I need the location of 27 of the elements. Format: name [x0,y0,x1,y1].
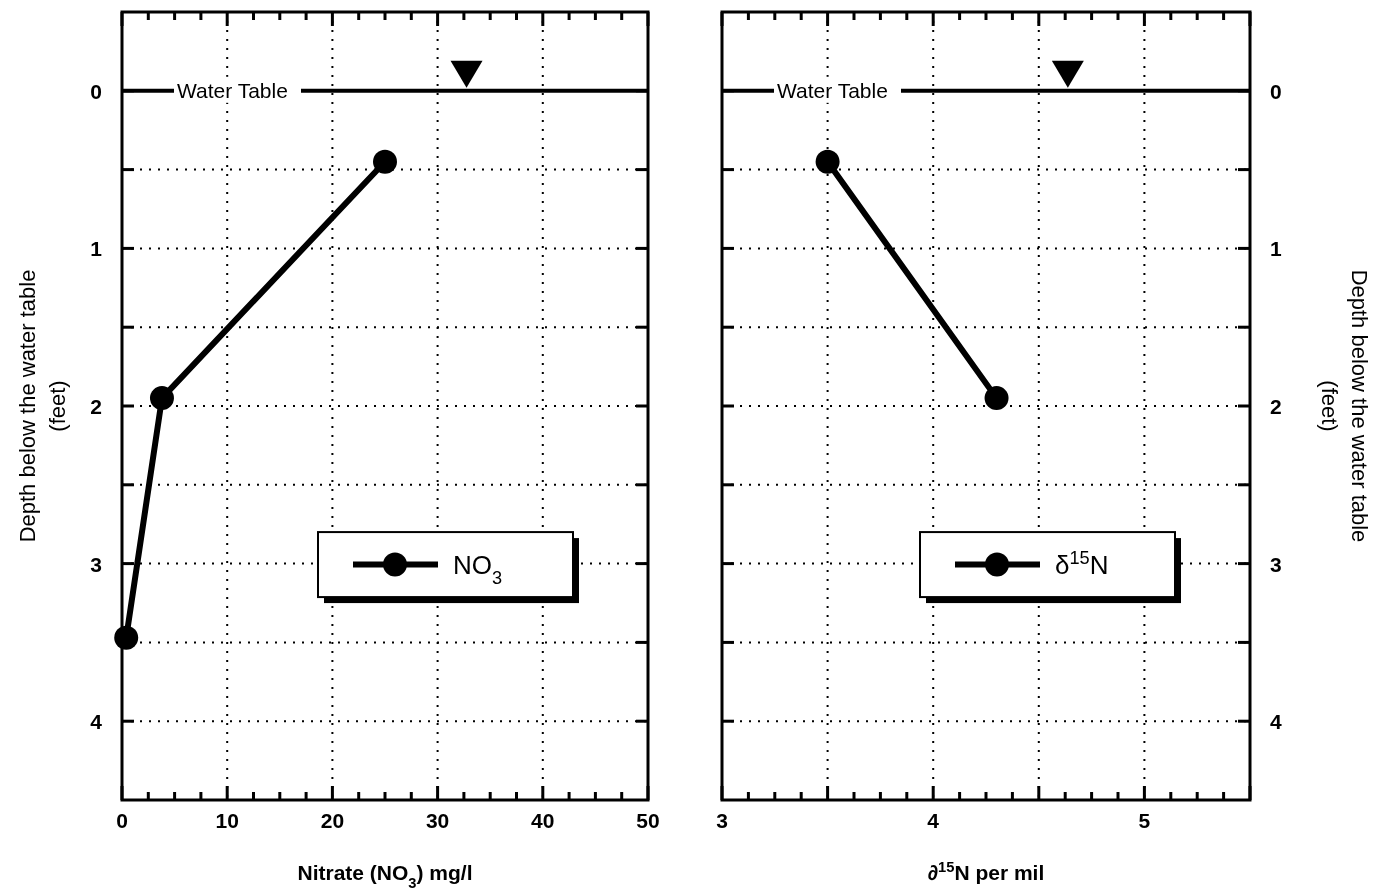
y2-axis-title: Depth below the water table (feet) [1317,269,1372,543]
y-axis-title: Depth below the water table (feet) [15,269,70,543]
x-tick-label: 30 [425,809,450,832]
y2-tick-label: 1 [1270,237,1282,261]
y-tick-label: 1 [90,237,103,261]
x-tick-label: 4 [927,809,940,832]
x-axis-title: ∂$^{15}$N per mil [927,859,1045,884]
x-tick-label: 20 [320,809,345,832]
x-tick-label: 0 [116,809,128,832]
x-tick-label: 3 [716,809,728,832]
y2-tick-label: 4 [1270,710,1282,734]
y-tick-label: 2 [90,395,102,418]
y2-tick-label: 2 [1270,395,1282,418]
legend-label: δ$^{15}$N [1055,547,1109,580]
y-tick-label: 0 [90,79,102,103]
y2-tick-label: 3 [1270,552,1282,576]
y-tick-label: 3 [90,552,102,576]
x-tick-label: 5 [1138,809,1151,832]
ref-line-label: Water Table [177,78,288,102]
y-tick-label: 4 [90,710,103,734]
x-axis-title: Nitrate (NO$_{3}$) mg/l [297,861,473,891]
legend-label: NO$_{3}$ [453,549,503,588]
y2-tick-label: 0 [1270,79,1282,103]
x-tick-label: 50 [636,809,660,832]
x-tick-label: 10 [215,809,239,832]
ref-line-label: Water Table [777,78,888,102]
x-tick-label: 40 [531,809,555,832]
